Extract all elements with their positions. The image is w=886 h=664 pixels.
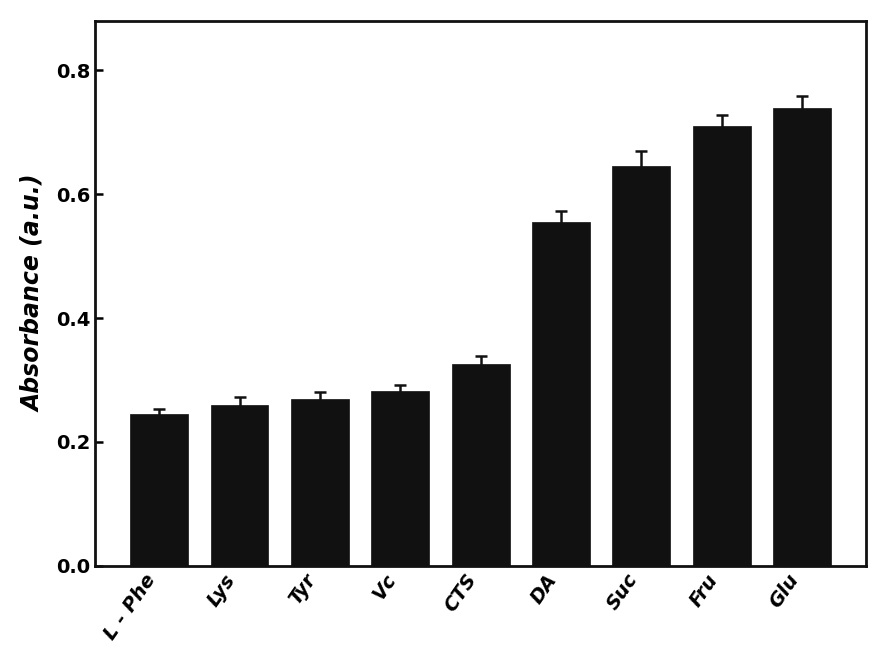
Bar <box>371 391 429 566</box>
Bar <box>692 126 750 566</box>
Y-axis label: Absorbance (a.u.): Absorbance (a.u.) <box>20 175 45 412</box>
Bar <box>532 222 589 566</box>
Bar <box>612 166 670 566</box>
Bar <box>291 398 348 566</box>
Bar <box>451 364 509 566</box>
Bar <box>773 108 830 566</box>
Bar <box>210 404 268 566</box>
Bar <box>130 414 188 566</box>
